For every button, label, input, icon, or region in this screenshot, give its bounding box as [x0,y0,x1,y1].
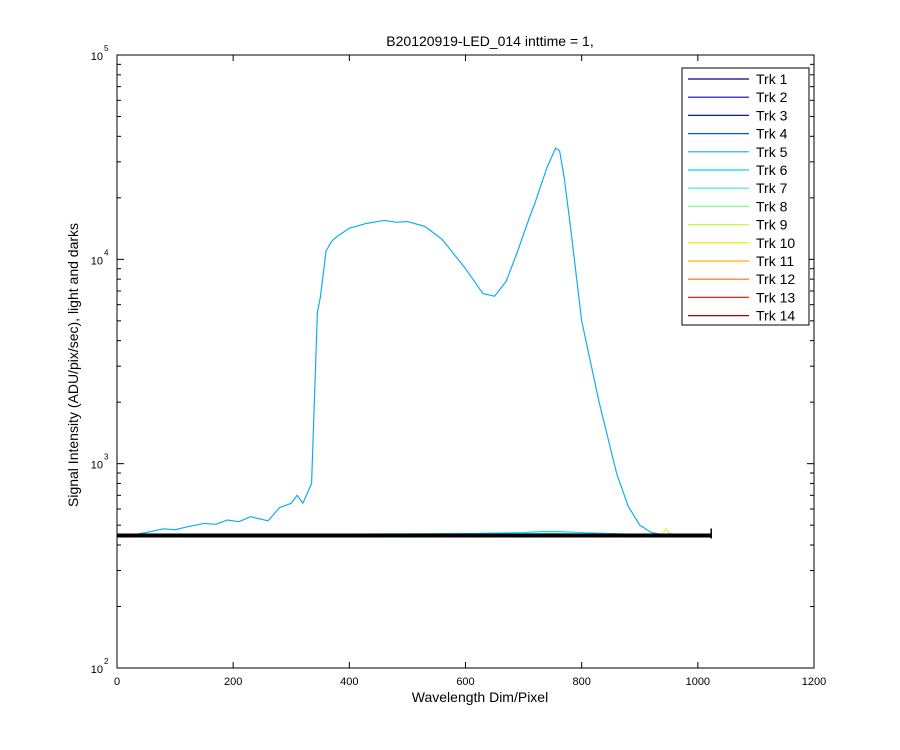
legend-items: Trk 1 Trk 2 Trk 3 Trk 4 Trk 5 Trk 6 Trk 7 Trk 8… [688,71,795,324]
legend-label: Trk 2 [756,89,788,105]
y-tick-label-exponent: 5 [104,44,109,53]
legend-label: Trk 3 [756,107,788,123]
x-tick-label: 1000 [686,676,710,688]
x-axis-ticks: 0 200 400 600 800 1000 1200 [114,55,826,688]
legend-label: Trk 8 [756,198,788,214]
legend-label: Trk 14 [756,308,795,324]
x-tick-label: 400 [340,676,358,688]
y-tick-label-base: 10 [91,255,103,267]
legend-label: Trk 1 [756,71,788,87]
x-tick-label: 600 [456,676,474,688]
legend-label: Trk 6 [756,162,788,178]
y-axis-title: Signal Intensity (ADU/pix/sec), light an… [65,223,81,507]
x-axis-title: Wavelength Dim/Pixel [412,689,548,705]
legend-label: Trk 9 [756,217,788,233]
y-tick-label-exponent: 3 [104,453,109,462]
x-tick-label: 0 [114,676,120,688]
legend-label: Trk 7 [756,180,788,196]
legend-label: Trk 4 [756,126,788,142]
y-tick-label-base: 10 [91,664,103,676]
legend-label: Trk 5 [756,144,788,160]
x-tick-label: 200 [224,676,242,688]
y-tick-label-base: 10 [91,51,103,63]
y-tick-label-base: 10 [91,460,103,472]
legend-label: Trk 10 [756,235,795,251]
x-tick-label: 1200 [802,676,826,688]
legend-label: Trk 11 [756,253,794,269]
series-layer [116,147,712,539]
legend-label: Trk 12 [756,271,795,287]
y-tick-label-exponent: 2 [104,657,109,666]
legend: Trk 1 Trk 2 Trk 3 Trk 4 Trk 5 Trk 6 Trk 7 Trk 8… [681,67,810,326]
chart-title: B20120919-LED_014 inttime = 1, [386,33,593,49]
series-line-5 [117,147,664,536]
legend-label: Trk 13 [756,289,795,305]
legend-box [681,67,810,326]
y-tick-label-exponent: 4 [104,248,109,257]
x-tick-label: 800 [572,676,590,688]
